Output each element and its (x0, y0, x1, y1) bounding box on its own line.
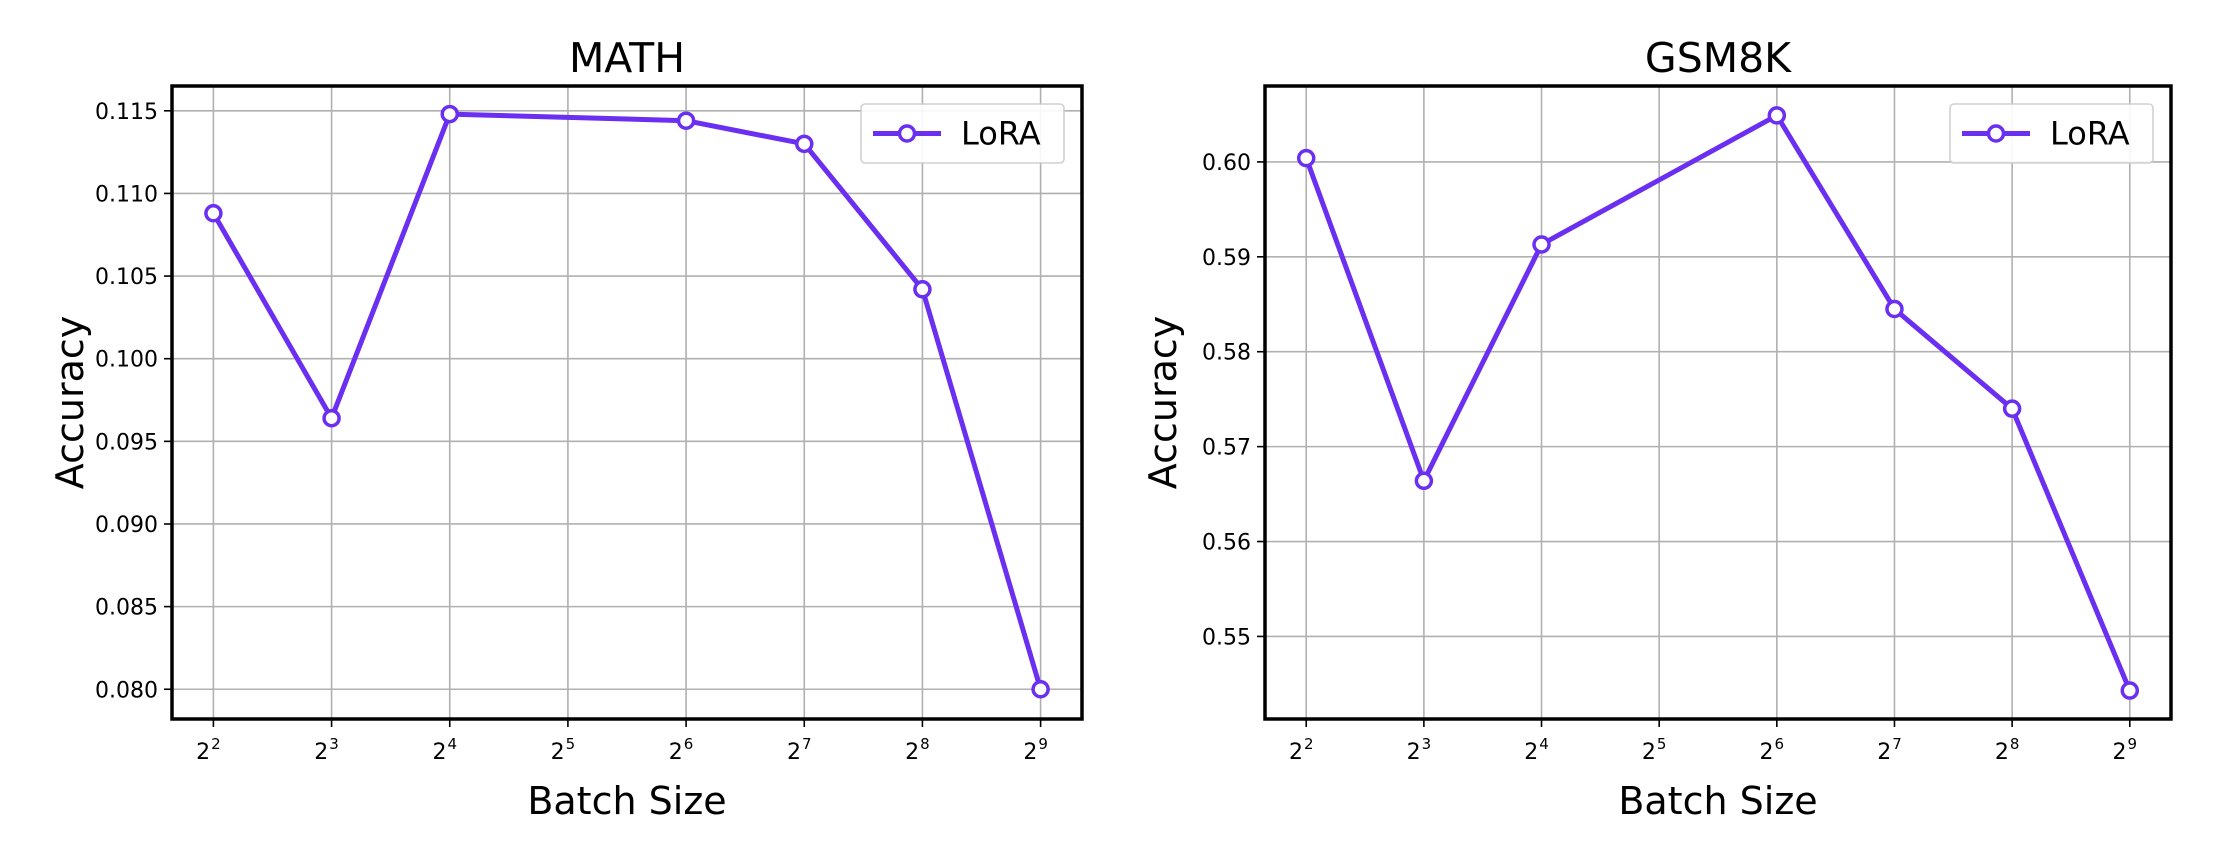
data-point (1767, 106, 1787, 125)
x-tick-label: 29 (1023, 735, 1048, 765)
series-line (211, 111, 1043, 690)
x-tick-base: 2 (1642, 740, 1656, 765)
x-tick-label: 23 (314, 735, 339, 765)
y-axis-label: Accuracy (1141, 316, 1185, 490)
data-point (2120, 681, 2140, 700)
data-point (1532, 235, 1551, 254)
x-tick-base: 2 (905, 740, 919, 765)
y-axis-label: Accuracy (48, 316, 92, 490)
y-tick-label: 0.59 (1202, 246, 1251, 271)
y-tick-label: 0.57 (1202, 436, 1251, 461)
legend: LoRA (860, 103, 1065, 164)
x-tick-label: 25 (1642, 735, 1667, 765)
x-tick-base: 2 (787, 740, 801, 765)
chart-2: 22 23 24 25 26 27 28 290.550.560.570.580.590.60… (1141, 34, 2173, 823)
x-tick-label: 29 (2113, 735, 2138, 765)
x-tick-base: 2 (1995, 740, 2009, 765)
x-tick-exponent: 8 (920, 735, 930, 753)
x-tick-exponent: 5 (566, 735, 576, 753)
axes-frame (1263, 84, 2173, 721)
y-tick-label: 0.56 (1202, 531, 1251, 556)
y-tick-label: 0.58 (1202, 341, 1251, 366)
x-tick-exponent: 8 (2010, 735, 2020, 753)
legend-marker (1986, 124, 2006, 143)
legend-box (860, 103, 1065, 164)
x-tick-label: 24 (432, 735, 457, 765)
data-point (1414, 471, 1434, 491)
x-tick-exponent: 2 (1304, 735, 1314, 753)
y-tick-label: 0.090 (95, 513, 158, 538)
y-tick-label: 0.110 (95, 182, 158, 207)
y-tick-label: 0.085 (95, 596, 158, 621)
x-tick-exponent: 4 (447, 735, 457, 753)
x-tick-base: 2 (1877, 740, 1891, 765)
x-tick-exponent: 5 (1657, 735, 1667, 753)
x-tick-label: 27 (1877, 735, 1902, 765)
y-tick-label: 0.115 (95, 100, 158, 125)
x-tick-base: 2 (1023, 740, 1037, 765)
data-point (322, 408, 341, 428)
data-point (1031, 680, 1050, 699)
y-tick-label: 0.55 (1202, 625, 1251, 650)
y-tick-label: 0.60 (1202, 151, 1251, 176)
data-point (2002, 399, 2022, 418)
legend-label: LoRA (961, 115, 1041, 153)
data-point (676, 111, 696, 130)
x-axis-label: Batch Size (1618, 779, 1817, 823)
data-point (1296, 148, 1316, 168)
data-point (1885, 299, 1904, 319)
data-point (913, 280, 932, 299)
x-tick-exponent: 6 (684, 735, 694, 753)
y-tick-label: 0.105 (95, 265, 158, 290)
legend-box (1949, 103, 2154, 164)
x-tick-exponent: 7 (802, 735, 812, 753)
x-tick-base: 2 (2113, 740, 2127, 765)
data-point (204, 204, 223, 223)
x-tick-base: 2 (1289, 740, 1303, 765)
axes-frame (170, 84, 1084, 721)
x-tick-base: 2 (314, 740, 328, 765)
x-tick-label: 28 (905, 735, 930, 765)
x-tick-base: 2 (432, 740, 446, 765)
x-tick-exponent: 4 (1539, 735, 1549, 753)
y-tick-label: 0.080 (95, 678, 158, 703)
x-tick-exponent: 9 (1038, 735, 1048, 753)
data-point (440, 104, 459, 124)
x-tick-label: 22 (196, 735, 221, 765)
x-tick-label: 26 (669, 735, 694, 765)
chart-title: MATH (569, 34, 685, 82)
x-tick-base: 2 (1760, 740, 1774, 765)
x-tick-exponent: 3 (1422, 735, 1432, 753)
x-tick-label: 22 (1289, 735, 1314, 765)
x-tick-base: 2 (1524, 740, 1538, 765)
x-tick-exponent: 6 (1775, 735, 1785, 753)
x-tick-label: 23 (1407, 735, 1432, 765)
legend-marker (897, 124, 917, 143)
x-tick-label: 27 (787, 735, 812, 765)
x-tick-label: 24 (1524, 735, 1549, 765)
y-tick-label: 0.100 (95, 348, 158, 373)
x-tick-base: 2 (196, 740, 210, 765)
x-tick-label: 28 (1995, 735, 2020, 765)
y-tick-label: 0.095 (95, 430, 158, 455)
x-tick-exponent: 3 (329, 735, 339, 753)
x-tick-base: 2 (669, 740, 683, 765)
x-tick-exponent: 2 (211, 735, 221, 753)
chart-1: 22 23 24 25 26 27 28 290.0800.0850.0900.0950.10… (48, 34, 1084, 823)
chart-title: GSM8K (1645, 34, 1792, 82)
legend: LoRA (1949, 103, 2154, 164)
x-tick-label: 26 (1760, 735, 1785, 765)
x-tick-base: 2 (551, 740, 565, 765)
data-point (795, 134, 814, 154)
x-axis-label: Batch Size (527, 779, 726, 823)
x-tick-exponent: 7 (1892, 735, 1902, 753)
x-tick-exponent: 9 (2128, 735, 2138, 753)
x-tick-label: 25 (551, 735, 576, 765)
legend-label: LoRA (2050, 115, 2130, 153)
x-tick-base: 2 (1407, 740, 1421, 765)
